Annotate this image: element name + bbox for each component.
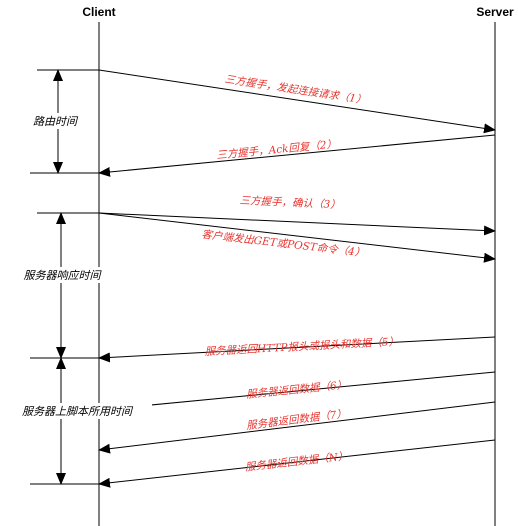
message-arrow-4 [98,212,496,263]
routing-time-label: 路由时间 [33,115,79,128]
message-label-6: 服务器返回数据（6） [246,379,348,401]
message-arrow-6 [98,371,496,414]
routing-label-bg [25,113,85,129]
message-label-5: 服务器返回HTTP报头或报头和数据（5） [204,336,399,358]
message-label-2: 三方握手，Ack回复（2） [216,138,338,162]
response-label-bg [14,267,110,283]
server-label: Server [476,5,514,19]
message-arrow-n [98,439,496,488]
message-arrow-2 [98,134,496,177]
message-arrow-7 [98,401,496,454]
message-label-4: 客户端发出GET或POST命令（4） [201,229,366,260]
script-label-bg [2,403,152,419]
message-arrow-3 [98,212,496,236]
message-label-1: 三方握手，发起连接请求（1） [224,73,367,106]
script-time-label: 服务器上脚本所用时间 [22,405,134,418]
message-arrow-1 [98,69,496,134]
message-arrow-5 [98,336,496,363]
message-label-7: 服务器返回数据（7） [246,408,348,432]
message-label-3: 三方握手，确认（3） [239,195,341,212]
message-label-n: 服务器返回数据（N） [244,450,348,473]
server-response-time-label: 服务器响应时间 [24,269,103,282]
client-label: Client [82,5,115,19]
